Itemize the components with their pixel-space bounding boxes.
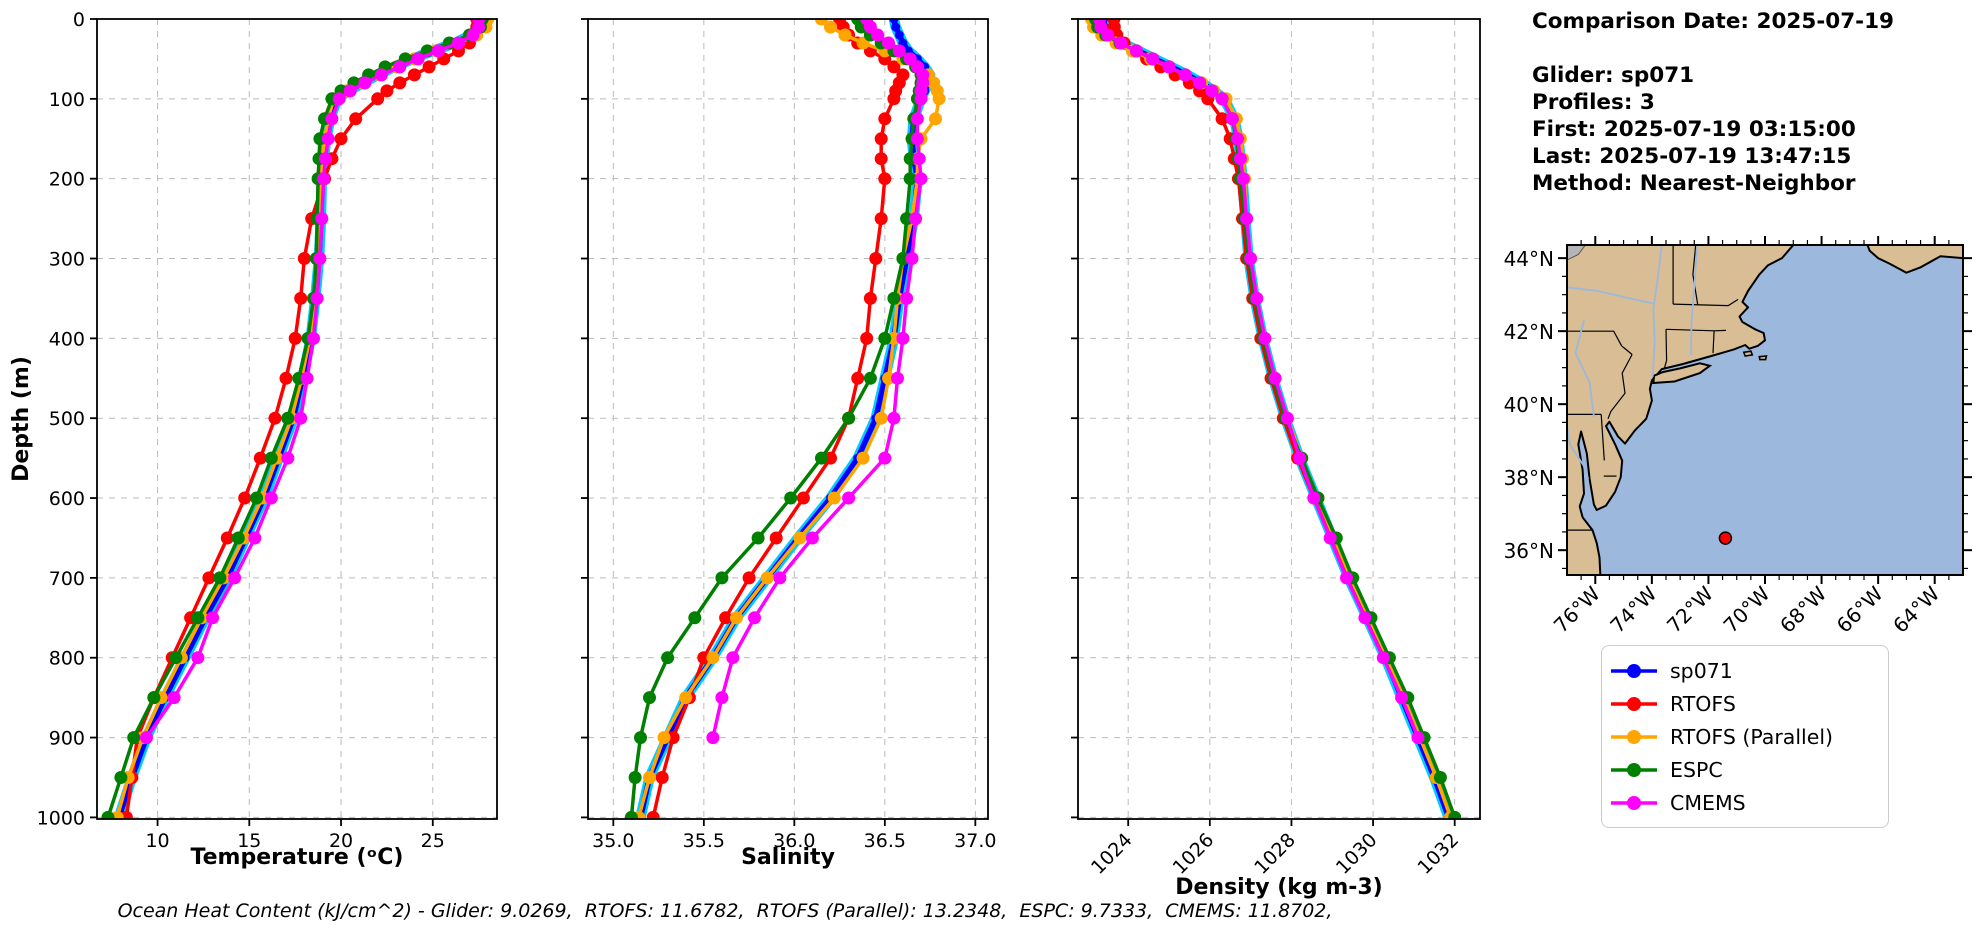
legend-label: sp071: [1670, 658, 1733, 683]
svg-text:1028: 1028: [1250, 829, 1300, 879]
glider-name-text: Glider: sp071: [1532, 63, 1695, 88]
legend-item-espc: ESPC: [1608, 753, 1882, 786]
map-lat-label: 36°N: [1504, 539, 1554, 563]
svg-text:0: 0: [73, 9, 85, 31]
map-lon-label: 70°W: [1719, 581, 1775, 637]
svg-text:400: 400: [49, 328, 85, 350]
map: 76°W 74°W 72°W 70°W 68°W 66°W 64°W 44°N 42°N 40°N…: [1504, 236, 1972, 638]
legend-item-rtofs-parallel-: RTOFS (Parallel): [1608, 720, 1882, 753]
legend-line-sample: [1611, 762, 1657, 777]
y-ticks: 0 100 200 300 400 500 600 700 800 900 1000: [37, 9, 97, 829]
map-lake-ontario: [1567, 245, 1587, 261]
x-ticks: 10 15 20 25: [145, 819, 445, 852]
legend-label: ESPC: [1670, 757, 1723, 782]
info-panel: Comparison Date: 2025-07-19 Glider: sp07…: [1532, 8, 1894, 197]
ocean-heat-content-footer: Ocean Heat Content (kJ/cm^2) - Glider: 9…: [117, 900, 1333, 922]
last-profile-text: Last: 2025-07-19 13:47:15: [1532, 144, 1852, 169]
x-axis-label: Density (kg m-3): [1175, 875, 1383, 900]
svg-text:500: 500: [49, 408, 85, 430]
legend: sp071 RTOFS RTOFS (Parallel) ESPC CMEMS: [1601, 645, 1889, 828]
svg-text:36.5: 36.5: [864, 830, 906, 852]
svg-text:300: 300: [49, 249, 85, 271]
method-text: Method: Nearest-Neighbor: [1532, 171, 1856, 196]
legend-label: RTOFS (Parallel): [1670, 724, 1834, 749]
panel-temperature-c-: 10 15 20 25 0 100 200 300 400 500 600 700 800 900 1000…: [37, 9, 498, 870]
map-island-nantucket: [1758, 355, 1768, 361]
info-spacer: [1532, 35, 1894, 62]
profiles-count-text: Profiles: 3: [1532, 90, 1655, 115]
svg-text:10: 10: [145, 830, 169, 852]
svg-text:36.0: 36.0: [773, 830, 815, 852]
map-lat-label: 38°N: [1504, 466, 1554, 490]
panel-salinity: 35.0 35.5 36.0 36.5 37.0 Salinity: [581, 18, 996, 870]
svg-text:900: 900: [49, 728, 85, 750]
svg-text:700: 700: [49, 568, 85, 590]
map-lat-label: 44°N: [1504, 247, 1554, 271]
legend-line-sample: [1611, 795, 1657, 810]
first-profile-text: First: 2025-07-19 03:15:00: [1532, 117, 1856, 142]
svg-text:15: 15: [237, 830, 261, 852]
map-lat-label: 42°N: [1504, 320, 1554, 344]
map-rivers: [1567, 245, 1698, 480]
legend-label: RTOFS: [1670, 691, 1736, 716]
gridlines: [97, 18, 497, 819]
map-land-long-island: [1652, 362, 1713, 385]
svg-text:35.0: 35.0: [592, 830, 634, 852]
svg-text:1000: 1000: [37, 807, 85, 829]
series-rtofs: [646, 19, 910, 819]
svg-text:1026: 1026: [1169, 829, 1219, 879]
x-ticks: 35.0 35.5 36.0 36.5 37.0: [592, 819, 996, 852]
map-lat-label: 40°N: [1504, 393, 1554, 417]
map-lon-label: 64°W: [1888, 581, 1944, 637]
legend-line-sample: [1611, 663, 1657, 678]
legend-item-rtofs: RTOFS: [1608, 687, 1882, 720]
map-lon-label: 76°W: [1549, 581, 1605, 637]
legend-item-sp071: sp071: [1608, 654, 1882, 687]
glider-position-marker: [1718, 531, 1733, 545]
svg-text:25: 25: [421, 830, 445, 852]
svg-text:1032: 1032: [1413, 829, 1463, 879]
legend-line-sample: [1611, 729, 1657, 744]
map-state-borders: [1567, 245, 1739, 531]
y-ticks: [1071, 18, 1078, 819]
series-cmems: [1093, 19, 1425, 745]
series-cmems: [140, 19, 486, 745]
svg-text:200: 200: [49, 169, 85, 191]
svg-text:35.5: 35.5: [683, 830, 725, 852]
y-ticks: [581, 18, 588, 819]
map-island-marthas-vineyard: [1742, 350, 1754, 357]
map-land-mainland: [1567, 245, 1795, 575]
x-ticks: 1024 1026 1028 1030 1032: [1087, 819, 1463, 879]
legend-line-sample: [1611, 696, 1657, 711]
map-lon-label: 66°W: [1832, 581, 1888, 637]
x-axis-label: Temperature (ᵒC): [191, 845, 404, 870]
legend-item-cmems: CMEMS: [1608, 786, 1882, 819]
map-lon-label: 68°W: [1775, 581, 1831, 637]
comparison-date-text: Comparison Date: 2025-07-19: [1532, 9, 1895, 34]
series-cmems: [706, 19, 930, 745]
panel-density-kg-m-: 1024 1026 1028 1030 1032 Density (kg m-3): [1071, 18, 1481, 900]
svg-text:20: 20: [329, 830, 353, 852]
svg-text:1024: 1024: [1087, 829, 1137, 879]
svg-text:600: 600: [49, 488, 85, 510]
svg-text:37.0: 37.0: [954, 830, 996, 852]
y-axis-label: Depth (m): [9, 356, 34, 482]
map-lon-label: 74°W: [1605, 581, 1661, 637]
legend-label: CMEMS: [1670, 790, 1746, 815]
svg-text:800: 800: [49, 648, 85, 670]
map-lon-label: 72°W: [1662, 581, 1718, 637]
svg-text:1030: 1030: [1332, 829, 1382, 879]
x-axis-label: Salinity: [741, 845, 835, 870]
svg-text:100: 100: [49, 89, 85, 111]
map-land-nova-scotia: [1866, 245, 1963, 274]
